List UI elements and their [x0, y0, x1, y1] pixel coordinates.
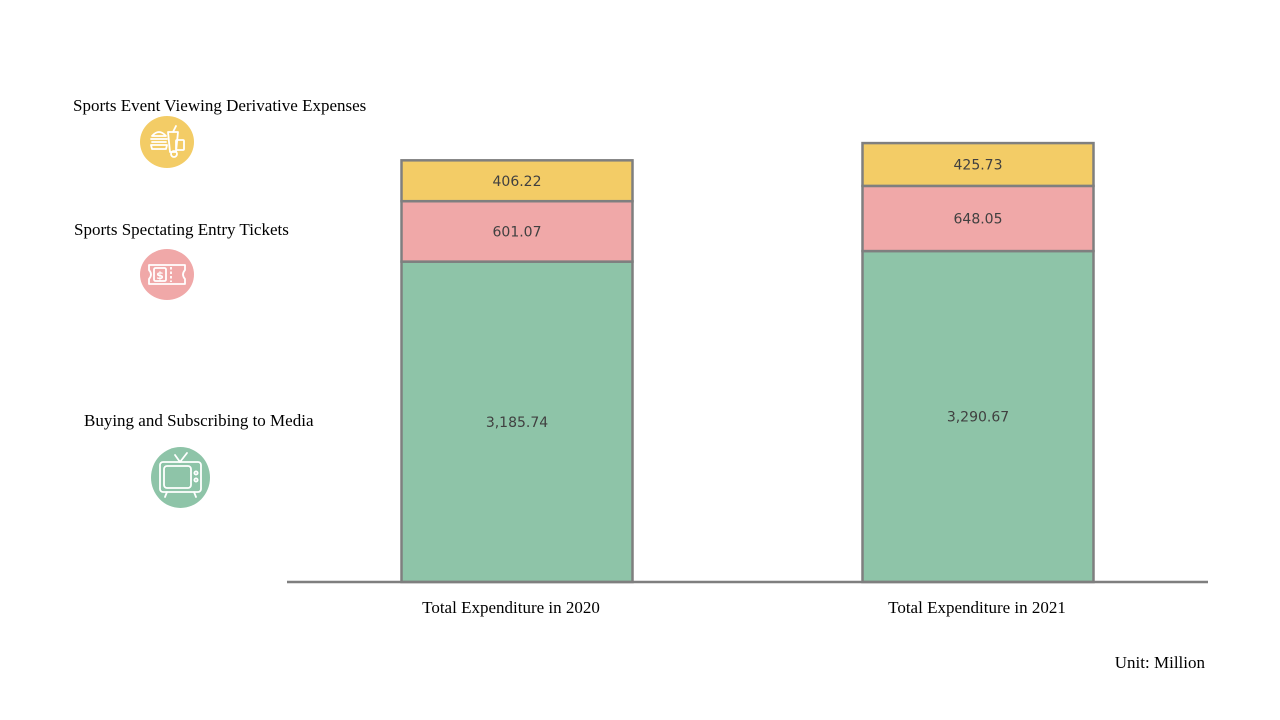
data-label-derivative-2021: 425.73: [954, 157, 1003, 173]
bar-derivative-2020: [400, 159, 634, 203]
data-label-tickets-2021: 648.05: [954, 211, 1003, 227]
tv-icon: [151, 447, 210, 508]
ticket-icon: $: [140, 249, 194, 300]
bar-media-2020: [400, 260, 634, 584]
legend-label-derivative-expenses: Sports Event Viewing Derivative Expenses: [73, 96, 367, 115]
svg-text:$: $: [156, 269, 164, 282]
data-label-tickets-2020: 601.07: [493, 224, 542, 240]
x-tick-label-2021: Total Expenditure in 2021: [888, 598, 1066, 617]
data-label-media-2021: 3,290.67: [947, 410, 1009, 426]
legend-label-media: Buying and Subscribing to Media: [84, 411, 314, 430]
legend-label-entry-tickets: Sports Spectating Entry Tickets: [74, 220, 289, 239]
data-label-media-2020: 3,185.74: [486, 415, 548, 431]
bar-derivative-2021: [861, 141, 1095, 188]
bar-tickets-2021: [861, 184, 1095, 253]
food-icon: [140, 116, 194, 168]
bar-tickets-2020: [400, 199, 634, 263]
unit-label: Unit: Million: [1114, 653, 1205, 672]
x-tick-label-2020: Total Expenditure in 2020: [422, 598, 600, 617]
bar-group: 3,185.74 601.07 406.22 3,290.67 648.05 425.73: [400, 141, 1095, 584]
data-label-derivative-2020: 406.22: [493, 174, 542, 190]
